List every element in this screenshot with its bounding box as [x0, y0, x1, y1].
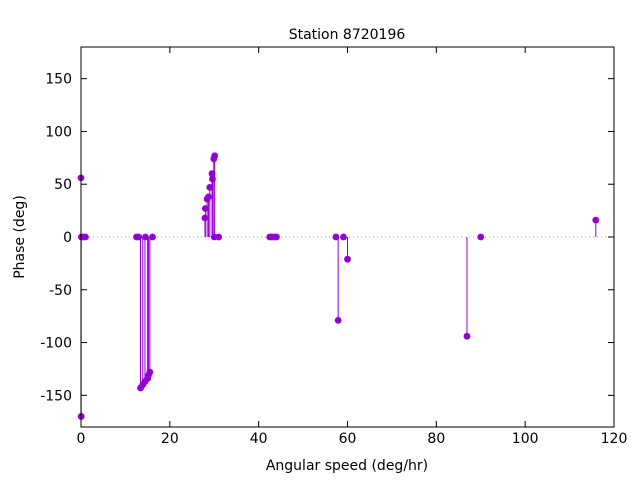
- data-point: [332, 233, 340, 241]
- data-point: [142, 233, 149, 241]
- x-tick-label: 0: [77, 431, 86, 447]
- data-point: [340, 233, 347, 241]
- x-tick-label: 80: [427, 431, 445, 447]
- chart-title: Station 8720196: [289, 27, 406, 43]
- data-point: [201, 205, 209, 212]
- data-point: [149, 233, 156, 241]
- data-point: [215, 233, 223, 241]
- x-axis-label: Angular speed (deg/hr): [266, 458, 428, 474]
- data-point: [206, 183, 214, 191]
- y-axis-label: Phase (deg): [12, 195, 28, 279]
- y-tick-label: 100: [45, 124, 72, 140]
- data-point: [344, 255, 351, 263]
- data-point: [135, 233, 143, 241]
- data-point: [334, 316, 342, 324]
- x-tick-label: 120: [601, 431, 628, 447]
- data-point: [82, 233, 89, 241]
- y-tick-label: 150: [45, 72, 72, 88]
- data-point: [463, 332, 471, 340]
- y-tick-label: -100: [40, 336, 72, 352]
- data-point: [211, 152, 219, 160]
- y-tick-label: -50: [49, 283, 72, 299]
- x-axis: 0 20 40 60 80 100 120: [77, 47, 628, 447]
- plot-frame: [80, 46, 615, 428]
- data-point: [273, 233, 280, 241]
- y-axis: -150 -100 -50 0 50 100 150: [40, 72, 614, 404]
- data-point: [592, 216, 600, 224]
- data-point: [477, 233, 485, 241]
- data-marks: [77, 152, 600, 420]
- x-tick-label: 100: [512, 431, 539, 447]
- x-tick-label: 40: [250, 431, 268, 447]
- x-tick-label: 20: [161, 431, 179, 447]
- y-tick-label: 50: [54, 177, 72, 193]
- data-point: [146, 368, 154, 376]
- x-tick-label: 60: [339, 431, 357, 447]
- data-point: [205, 193, 212, 201]
- y-tick-label: -150: [40, 388, 72, 404]
- y-tick-label: 0: [63, 230, 72, 246]
